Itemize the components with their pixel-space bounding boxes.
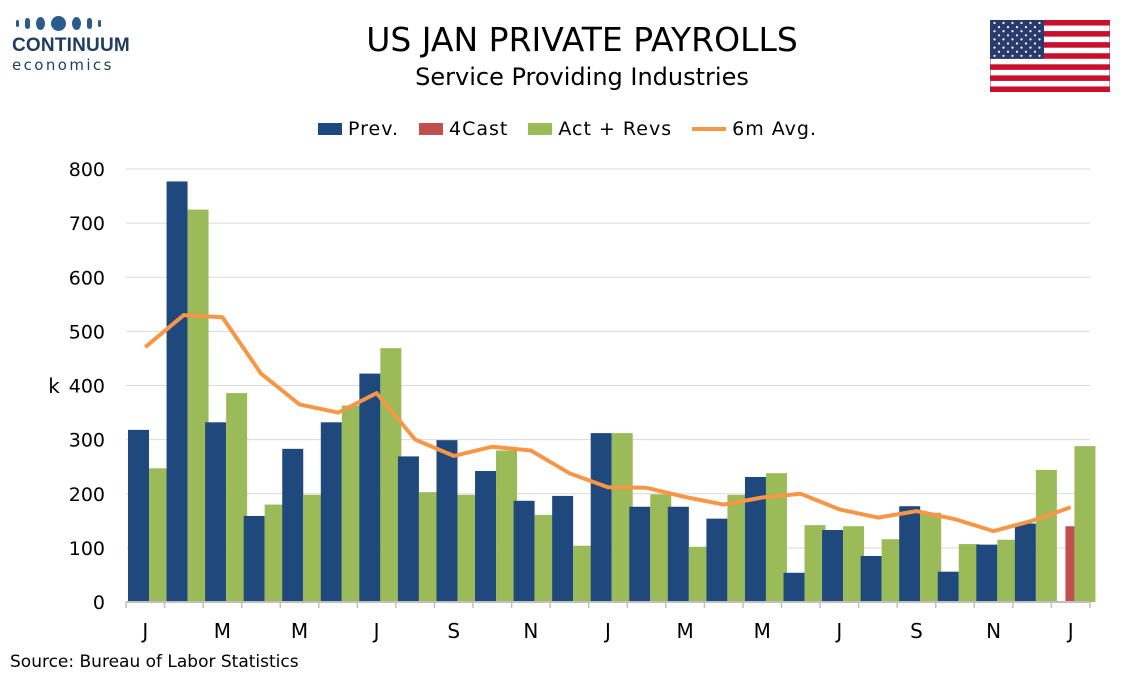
bar-prev: [976, 544, 998, 602]
bar-act-revs: [997, 539, 1019, 602]
bar-act-revs: [303, 494, 325, 602]
bar-act-revs: [688, 546, 710, 602]
bar-act-revs: [1074, 446, 1096, 602]
x-tick-label: J: [603, 619, 611, 643]
bar-prev: [1014, 523, 1036, 602]
bar-prev: [552, 495, 574, 602]
bar-act-revs: [380, 348, 402, 602]
bar-act-revs: [727, 494, 749, 602]
bar-prev: [744, 476, 766, 602]
bar-4cast: [1065, 526, 1075, 602]
bar-prev: [475, 471, 497, 602]
bar-prev: [243, 515, 265, 602]
x-tick-label: M: [754, 619, 771, 643]
legend-swatch-prev: [318, 123, 342, 135]
logo-dots-icon: [12, 14, 137, 32]
y-tick-label: 800: [69, 159, 105, 181]
y-tick-label: 500: [69, 321, 105, 343]
bar-act-revs: [611, 433, 633, 602]
x-tick-label: S: [910, 619, 923, 643]
legend-item-act-revs: Act + Revs: [528, 118, 672, 140]
bar-prev: [822, 530, 844, 602]
continuum-logo: CONTINUUM economics: [12, 14, 137, 74]
bar-prev: [667, 506, 689, 602]
us-flag-icon: [990, 20, 1110, 92]
bar-act-revs: [843, 526, 865, 602]
y-tick-label: 400: [69, 376, 105, 398]
x-tick-label: J: [1066, 619, 1074, 643]
legend-swatch-6m-avg: [692, 127, 727, 131]
x-tick-label: N: [986, 619, 1001, 643]
bar-prev: [166, 181, 188, 603]
bar-prev: [860, 555, 882, 602]
y-tick-label: 0: [93, 592, 105, 614]
bar-prev: [513, 500, 535, 602]
bar-act-revs: [264, 504, 286, 602]
x-tick-label: J: [140, 619, 148, 643]
bar-act-revs: [226, 393, 248, 602]
bar-prev: [783, 572, 805, 602]
legend-label-prev: Prev.: [348, 118, 400, 140]
bar-prev: [282, 448, 304, 602]
legend-label-6m-avg: 6m Avg.: [732, 118, 817, 140]
y-tick-label: 300: [69, 430, 105, 452]
logo-subword: economics: [12, 56, 114, 74]
x-tick-label: N: [523, 619, 538, 643]
bar-prev: [590, 433, 612, 602]
bar-act-revs: [341, 405, 363, 602]
bar-prev: [320, 422, 342, 602]
bar-act-revs: [418, 492, 440, 602]
line-6m-avg: [144, 313, 1072, 534]
legend-swatch-4cast: [419, 123, 444, 135]
bar-act-revs: [187, 209, 209, 602]
bar-act-revs: [881, 539, 903, 602]
bar-prev: [128, 429, 149, 602]
bar-act-revs: [149, 468, 170, 602]
legend-label-act-revs: Act + Revs: [558, 118, 673, 140]
bar-prev: [899, 506, 921, 602]
bar-act-revs: [573, 545, 595, 602]
bar-act-revs: [650, 494, 672, 602]
bar-prev: [359, 373, 381, 602]
x-tick-label: J: [372, 619, 380, 643]
bar-act-revs: [804, 525, 826, 602]
y-tick-label: 100: [69, 538, 105, 560]
bar-prev: [397, 456, 419, 602]
bar-act-revs: [958, 544, 980, 602]
bar-prev: [205, 422, 227, 602]
legend-swatch-act-revs: [528, 123, 553, 135]
y-tick-label: 700: [69, 213, 105, 235]
bar-prev: [629, 506, 651, 602]
bar-act-revs: [765, 473, 787, 602]
bar-prev: [436, 440, 458, 602]
legend-item-6m-avg: 6m Avg.: [692, 118, 817, 140]
chart-legend: Prev. 4Cast Act + Revs 6m Avg.: [318, 118, 837, 140]
bar-act-revs: [1035, 469, 1057, 602]
bar-prev: [937, 571, 959, 602]
legend-item-prev: Prev.: [318, 118, 399, 140]
chart-subtitle: Service Providing Industries: [415, 63, 749, 91]
x-tick-label: J: [834, 619, 842, 643]
x-tick-label: M: [291, 619, 308, 643]
chart-title: US JAN PRIVATE PAYROLLS: [366, 20, 798, 59]
bar-act-revs: [534, 514, 556, 602]
bar-prev: [706, 518, 728, 602]
y-tick-label: 200: [69, 484, 105, 506]
source-note: Source: Bureau of Labor Statistics: [10, 652, 299, 672]
bar-act-revs: [496, 450, 518, 602]
x-tick-label: M: [214, 619, 231, 643]
y-tick-label: 600: [69, 267, 105, 289]
bar-act-revs: [920, 512, 942, 602]
bar-act-revs: [457, 494, 479, 602]
logo-wordmark: CONTINUUM: [12, 35, 130, 56]
x-tick-label: M: [676, 619, 693, 643]
x-tick-label: S: [447, 619, 460, 643]
y-axis-label: k: [48, 374, 60, 398]
legend-label-4cast: 4Cast: [449, 118, 509, 140]
legend-item-4cast: 4Cast: [419, 118, 508, 140]
